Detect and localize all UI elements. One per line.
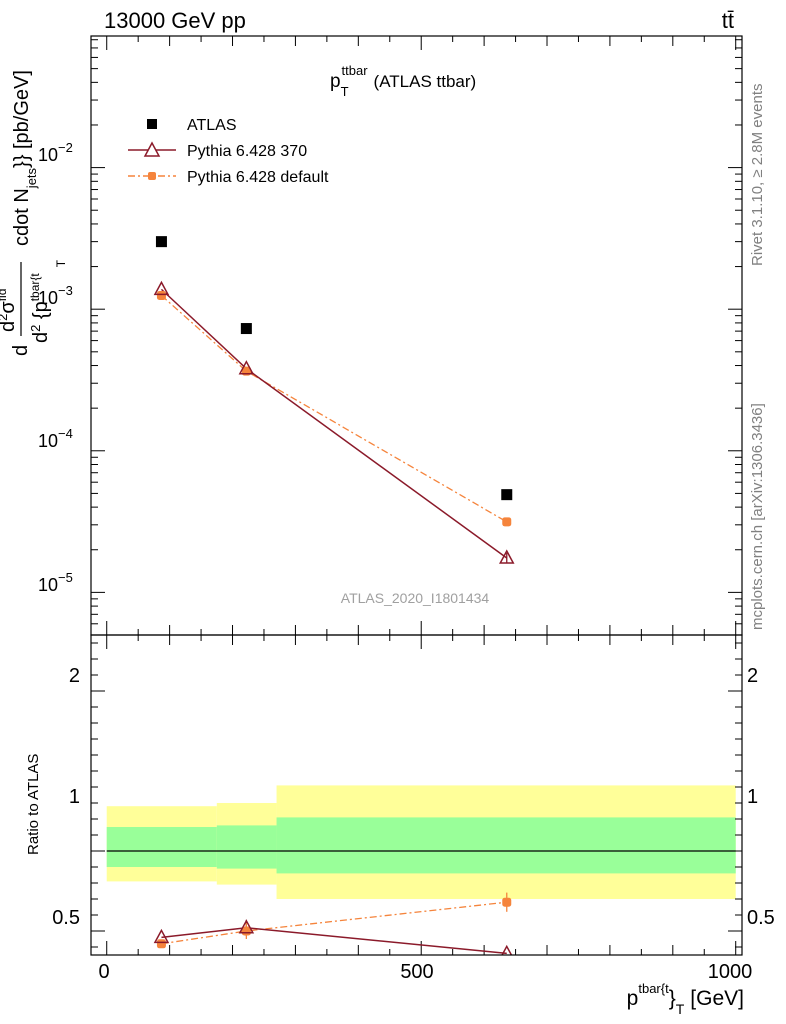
uncertainty-band-inner: [276, 817, 736, 874]
legend-entry-pythia-default: Pythia 6.428 default: [128, 169, 329, 186]
ratio-y-tick-label: 2: [69, 665, 80, 687]
legend-pythia-370-marker: [143, 141, 161, 157]
atlas-data-point: [501, 489, 513, 501]
ylabel-tail-end: }} [pb/GeV]: [11, 70, 33, 168]
ylabel-num-d: d: [0, 321, 19, 332]
xlabel-main: p: [627, 987, 639, 1010]
x-axis-label: ptbar{t}T [GeV]: [627, 981, 744, 1017]
main-y-tick-label: 10−4: [38, 426, 73, 451]
pythia-default-ratio-point: [156, 939, 166, 949]
plot-title-sub: T: [341, 84, 349, 99]
plot-title-sup: ttbar: [342, 63, 369, 78]
plot-title-suffix: (ATLAS ttbar): [374, 72, 477, 91]
pythia-default-point: [502, 517, 512, 527]
pythia-370-ratio-point: [153, 928, 170, 944]
main-y-tick-labels: 10−2 10−3 10−4 10−5: [38, 140, 73, 595]
analysis-label: ATLAS_2020_I1801434: [341, 590, 490, 606]
energy-label: 13000 GeV pp: [104, 8, 246, 33]
legend-atlas-label: ATLAS: [187, 117, 237, 134]
ylabel-num-sigma: σ: [0, 301, 19, 314]
ratio-y-tick-label: 1: [69, 786, 80, 808]
legend-entry-atlas: ATLAS: [147, 117, 237, 134]
legend-pythia-370-label: Pythia 6.428 370: [187, 143, 307, 160]
ylabel-den-rest: {p: [30, 301, 52, 324]
legend-entry-pythia-370: Pythia 6.428 370: [128, 141, 307, 160]
ratio-y-tick-label-right: 1: [747, 786, 758, 808]
pythia-370-point: [153, 280, 170, 296]
ratio-y-tick-label-right: 0.5: [747, 907, 775, 929]
ylabel-den-sub: T: [54, 259, 68, 267]
ylabel-tail-sub: jets: [24, 167, 39, 189]
ylabel-den-sup: tbar{t: [28, 273, 42, 302]
legend-pythia-default-label: Pythia 6.428 default: [187, 169, 329, 186]
ratio-panel-frame: [90, 634, 743, 956]
pythia-370-point: [499, 549, 515, 564]
xlabel-sub: T: [676, 1001, 685, 1017]
xlabel-sup: tbar{t: [638, 981, 669, 996]
ylabel-denominator: d2 {ptbar{t T: [28, 259, 68, 343]
pythia-370-ratio-point: [238, 919, 255, 934]
ylabel-num-exp: 2: [0, 314, 10, 321]
ratio-y-tick-labels: 0.5 1 2 0.5 1 2: [52, 665, 775, 929]
pythia-370-point: [238, 360, 255, 375]
atlas-data-point: [240, 323, 252, 335]
atlas-data-point: [155, 236, 167, 248]
uncertainty-band-inner: [106, 827, 217, 867]
pythia-default-ratio-line: [161, 901, 507, 945]
plot-title: pTttbar (ATLAS ttbar): [330, 63, 476, 99]
pythia-370-ratio-line: [161, 927, 507, 955]
ylabel-tail: cdot Njets}} [pb/GeV]: [11, 70, 39, 246]
ratio-y-tick-label: 0.5: [52, 907, 80, 929]
x-tick-label: 0: [98, 961, 109, 983]
ylabel-tail-main: cdot N: [11, 188, 33, 246]
ylabel-num-sup: fid: [0, 289, 9, 302]
legend-pythia-default-marker: [148, 172, 156, 180]
uncertainty-band-inner: [216, 825, 277, 869]
pythia-370-line: [160, 288, 508, 559]
pythia-370-ratio-point: [501, 944, 513, 955]
process-label: tt̄: [722, 8, 734, 33]
pythia-default-line: [161, 294, 508, 523]
pythia-default-ratio-point: [502, 897, 512, 907]
main-y-tick-label: 10−5: [38, 570, 73, 595]
x-tick-labels: 0 500 1000: [98, 961, 752, 983]
ylabel-den-exp: 2: [28, 325, 43, 332]
main-panel: [91, 36, 742, 635]
ratio-panel: [91, 635, 742, 955]
main-y-tick-label: 10−2: [38, 140, 73, 165]
rivet-version-label: Rivet 3.1.10, ≥ 2.8M events: [749, 84, 766, 267]
x-tick-label: 1000: [708, 961, 753, 983]
ylabel-numerator: d2σfid: [0, 289, 19, 332]
x-tick-label: 500: [400, 961, 433, 983]
xlabel-unit: [GeV]: [690, 987, 744, 1010]
ylabel-prefix: d: [10, 345, 32, 356]
mcplots-label: mcplots.cern.ch [arXiv:1306.3436]: [749, 403, 766, 630]
ratio-y-tick-label-right: 2: [747, 665, 758, 687]
ylabel-den-d: d: [30, 332, 52, 343]
plot-title-main: p: [330, 71, 341, 92]
pythia-default-point: [156, 290, 166, 300]
xlabel-mid: }: [669, 987, 676, 1010]
legend: ATLAS Pythia 6.428 370 Pythia 6.428 defa…: [128, 117, 329, 186]
legend-atlas-marker: [147, 119, 157, 129]
ratio-y-axis-label: Ratio to ATLAS: [25, 754, 42, 855]
main-y-axis-label: d d2σfid d2 {ptbar{tT cdot Njets}} [pb/G…: [0, 70, 68, 356]
main-y-tick-label: 10−3: [38, 283, 73, 308]
